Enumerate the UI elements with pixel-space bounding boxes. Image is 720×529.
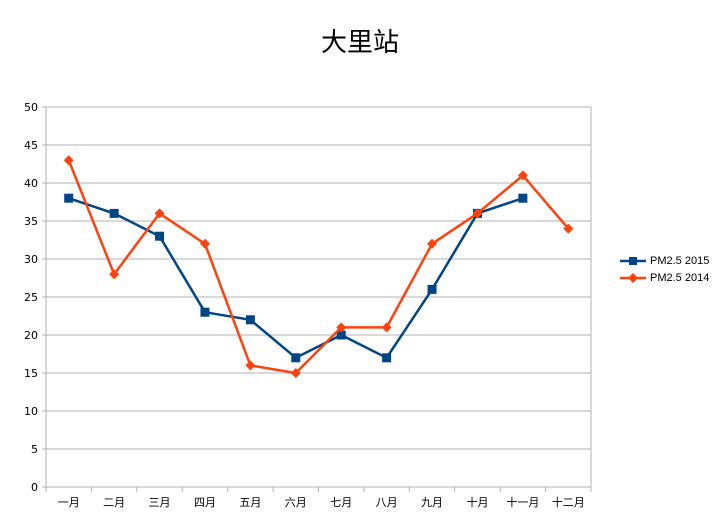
y-tick-label: 40 bbox=[24, 177, 38, 190]
data-point-diamond bbox=[427, 238, 438, 249]
data-point-square bbox=[245, 315, 255, 325]
series-line-2 bbox=[67, 159, 570, 375]
x-tick-label: 五月 bbox=[239, 496, 261, 509]
data-point-diamond bbox=[472, 208, 483, 219]
y-tick-label: 35 bbox=[24, 215, 38, 228]
series-line-1 bbox=[68, 197, 524, 360]
x-tick-label: 十一月 bbox=[506, 495, 539, 509]
x-tick-label: 八月 bbox=[376, 496, 398, 509]
data-point-diamond bbox=[109, 269, 120, 280]
legend-label: PM2.5 2014 bbox=[650, 271, 710, 284]
y-tick-label: 5 bbox=[31, 443, 38, 456]
legend-label: PM2.5 2015 bbox=[650, 254, 710, 267]
data-point-diamond bbox=[199, 238, 210, 249]
y-tick-label: 25 bbox=[24, 291, 38, 304]
y-tick-label: 15 bbox=[24, 367, 38, 380]
data-point-square bbox=[427, 284, 437, 294]
legend-swatch bbox=[620, 256, 646, 265]
data-point-diamond bbox=[517, 170, 528, 181]
data-point-diamond bbox=[154, 208, 165, 219]
chart-title: 大里站 bbox=[320, 28, 399, 58]
x-tick-label: 十月 bbox=[466, 495, 488, 509]
legend-item: PM2.5 2015 bbox=[620, 252, 709, 269]
data-point-square bbox=[109, 208, 119, 218]
data-point-square bbox=[382, 353, 392, 363]
data-point-square bbox=[200, 307, 210, 317]
data-point-diamond bbox=[563, 223, 574, 234]
y-tick-label: 0 bbox=[31, 481, 38, 494]
legend: PM2.5 2015 PM2.5 2014 bbox=[620, 252, 709, 286]
y-tick-label: 45 bbox=[24, 139, 38, 152]
data-point-diamond bbox=[290, 368, 301, 378]
data-point-diamond bbox=[245, 360, 256, 371]
data-point-diamond bbox=[336, 322, 347, 333]
data-point-diamond bbox=[381, 322, 392, 333]
x-tick-label: 二月 bbox=[103, 496, 125, 509]
legend-item: PM2.5 2014 bbox=[620, 269, 709, 286]
data-point-diamond bbox=[63, 155, 74, 166]
x-tick-label: 一月 bbox=[58, 496, 80, 509]
data-point-square bbox=[155, 231, 165, 241]
x-tick-label: 四月 bbox=[194, 496, 216, 509]
x-tick-label: 三月 bbox=[149, 496, 171, 509]
y-tick-label: 50 bbox=[24, 101, 38, 114]
data-point-square bbox=[64, 193, 74, 203]
data-point-square bbox=[291, 353, 301, 363]
y-tick-label: 10 bbox=[24, 405, 38, 418]
y-tick-label: 20 bbox=[24, 329, 38, 342]
legend-swatch bbox=[620, 272, 646, 283]
x-tick-label: 九月 bbox=[421, 496, 443, 509]
y-tick-label: 30 bbox=[24, 253, 38, 266]
x-tick-label: 六月 bbox=[285, 496, 307, 509]
data-point-square bbox=[518, 193, 528, 203]
x-tick-label: 十二月 bbox=[552, 495, 585, 509]
data-point-square bbox=[336, 330, 346, 340]
x-tick-label: 七月 bbox=[330, 496, 352, 509]
